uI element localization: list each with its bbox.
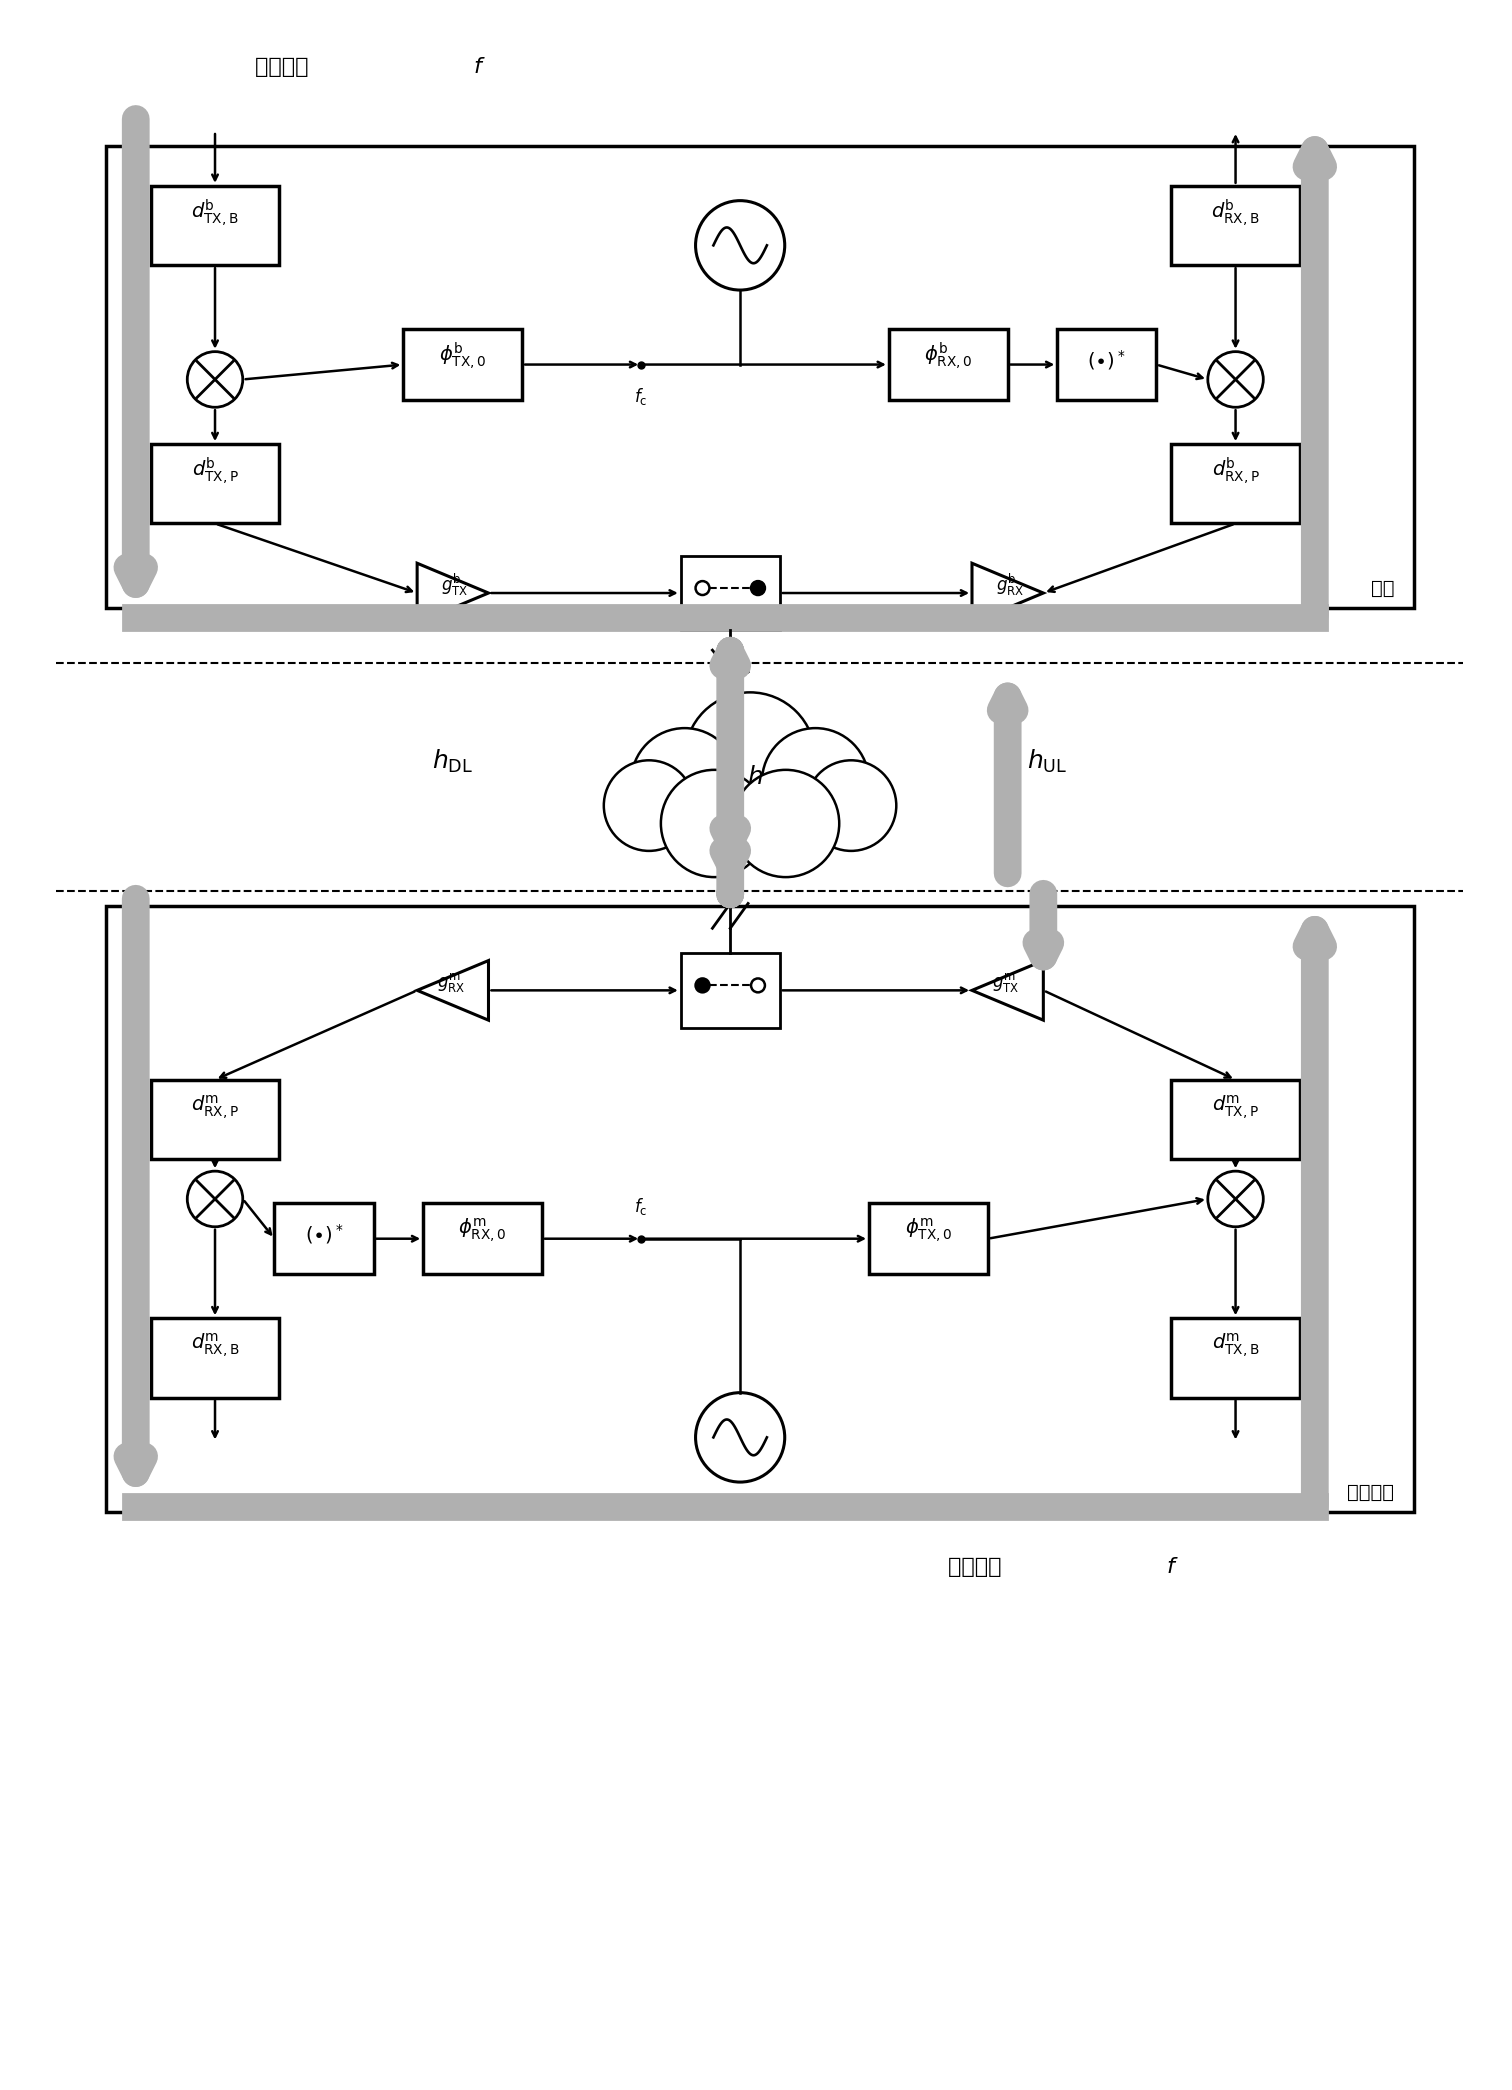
Text: $g^{\mathrm{m}}_{\mathrm{TX}}$: $g^{\mathrm{m}}_{\mathrm{TX}}$ — [992, 972, 1019, 995]
Bar — [869, 1204, 987, 1275]
Bar — [423, 1204, 541, 1275]
Text: $g^{\mathrm{b}}_{\mathrm{RX}}$: $g^{\mathrm{b}}_{\mathrm{RX}}$ — [995, 573, 1024, 598]
Circle shape — [631, 727, 738, 836]
Text: 信号频率: 信号频率 — [948, 1557, 1009, 1576]
Text: $h_{\mathrm{DL}}$: $h_{\mathrm{DL}}$ — [432, 748, 473, 775]
Text: $h$: $h$ — [747, 765, 764, 788]
Text: $d^{\mathrm{m}}_{\mathrm{RX,P}}$: $d^{\mathrm{m}}_{\mathrm{RX,P}}$ — [191, 1093, 239, 1122]
Text: $\phi^{\mathrm{m}}_{\mathrm{RX,0}}$: $\phi^{\mathrm{m}}_{\mathrm{RX,0}}$ — [458, 1216, 507, 1246]
Text: $d^{\mathrm{m}}_{\mathrm{TX,P}}$: $d^{\mathrm{m}}_{\mathrm{TX,P}}$ — [1213, 1093, 1259, 1122]
Bar — [151, 1081, 280, 1160]
Text: $d^{\mathrm{m}}_{\mathrm{TX,B}}$: $d^{\mathrm{m}}_{\mathrm{TX,B}}$ — [1211, 1331, 1259, 1361]
Circle shape — [696, 978, 709, 993]
Bar — [1172, 1319, 1300, 1398]
Text: $f_{\mathrm{c}}$: $f_{\mathrm{c}}$ — [635, 1195, 647, 1216]
Text: $(\bullet)^*$: $(\bullet)^*$ — [305, 1223, 343, 1246]
Bar — [1172, 186, 1300, 265]
Circle shape — [762, 727, 869, 836]
Bar — [404, 328, 522, 401]
Bar — [275, 1204, 373, 1275]
Circle shape — [732, 769, 839, 878]
Text: 移动用户: 移动用户 — [1347, 1484, 1394, 1503]
Bar — [106, 905, 1414, 1511]
Text: $f$: $f$ — [1166, 1557, 1179, 1576]
Bar — [889, 328, 1007, 401]
Circle shape — [603, 761, 694, 851]
Bar — [151, 186, 280, 265]
Bar — [151, 1319, 280, 1398]
Text: $d^{\mathrm{m}}_{\mathrm{RX,B}}$: $d^{\mathrm{m}}_{\mathrm{RX,B}}$ — [191, 1331, 239, 1361]
Text: $d^{\mathrm{b}}_{\mathrm{RX,B}}$: $d^{\mathrm{b}}_{\mathrm{RX,B}}$ — [1211, 199, 1259, 230]
Text: 基站: 基站 — [1370, 579, 1394, 598]
Bar — [151, 443, 280, 522]
Text: $f$: $f$ — [473, 56, 485, 77]
Bar — [1057, 328, 1157, 401]
Text: $\phi^{\mathrm{m}}_{\mathrm{TX,0}}$: $\phi^{\mathrm{m}}_{\mathrm{TX,0}}$ — [904, 1216, 953, 1246]
Bar — [680, 953, 780, 1028]
Bar — [1172, 443, 1300, 522]
Circle shape — [661, 769, 768, 878]
Circle shape — [806, 761, 897, 851]
Text: $d^{\mathrm{b}}_{\mathrm{RX,P}}$: $d^{\mathrm{b}}_{\mathrm{RX,P}}$ — [1211, 456, 1259, 487]
Text: $g^{\mathrm{b}}_{\mathrm{TX}}$: $g^{\mathrm{b}}_{\mathrm{TX}}$ — [442, 573, 469, 598]
Bar — [106, 146, 1414, 608]
Bar — [1172, 1081, 1300, 1160]
Text: $d^{\mathrm{b}}_{\mathrm{TX,P}}$: $d^{\mathrm{b}}_{\mathrm{TX,P}}$ — [192, 456, 239, 487]
Text: $\phi^{\mathrm{b}}_{\mathrm{TX,0}}$: $\phi^{\mathrm{b}}_{\mathrm{TX,0}}$ — [438, 341, 487, 372]
Bar — [680, 556, 780, 631]
Text: $d^{\mathrm{b}}_{\mathrm{TX,B}}$: $d^{\mathrm{b}}_{\mathrm{TX,B}}$ — [192, 199, 239, 230]
Text: $f_{\mathrm{c}}$: $f_{\mathrm{c}}$ — [635, 387, 647, 408]
Text: 信号频率: 信号频率 — [254, 56, 316, 77]
Text: $(\bullet)^*$: $(\bullet)^*$ — [1087, 347, 1126, 372]
Text: $g^{\mathrm{m}}_{\mathrm{RX}}$: $g^{\mathrm{m}}_{\mathrm{RX}}$ — [437, 972, 466, 995]
Circle shape — [685, 692, 815, 823]
Circle shape — [751, 581, 765, 596]
Text: $\phi^{\mathrm{b}}_{\mathrm{RX,0}}$: $\phi^{\mathrm{b}}_{\mathrm{RX,0}}$ — [924, 341, 972, 372]
Text: $h_{\mathrm{UL}}$: $h_{\mathrm{UL}}$ — [1027, 748, 1067, 775]
